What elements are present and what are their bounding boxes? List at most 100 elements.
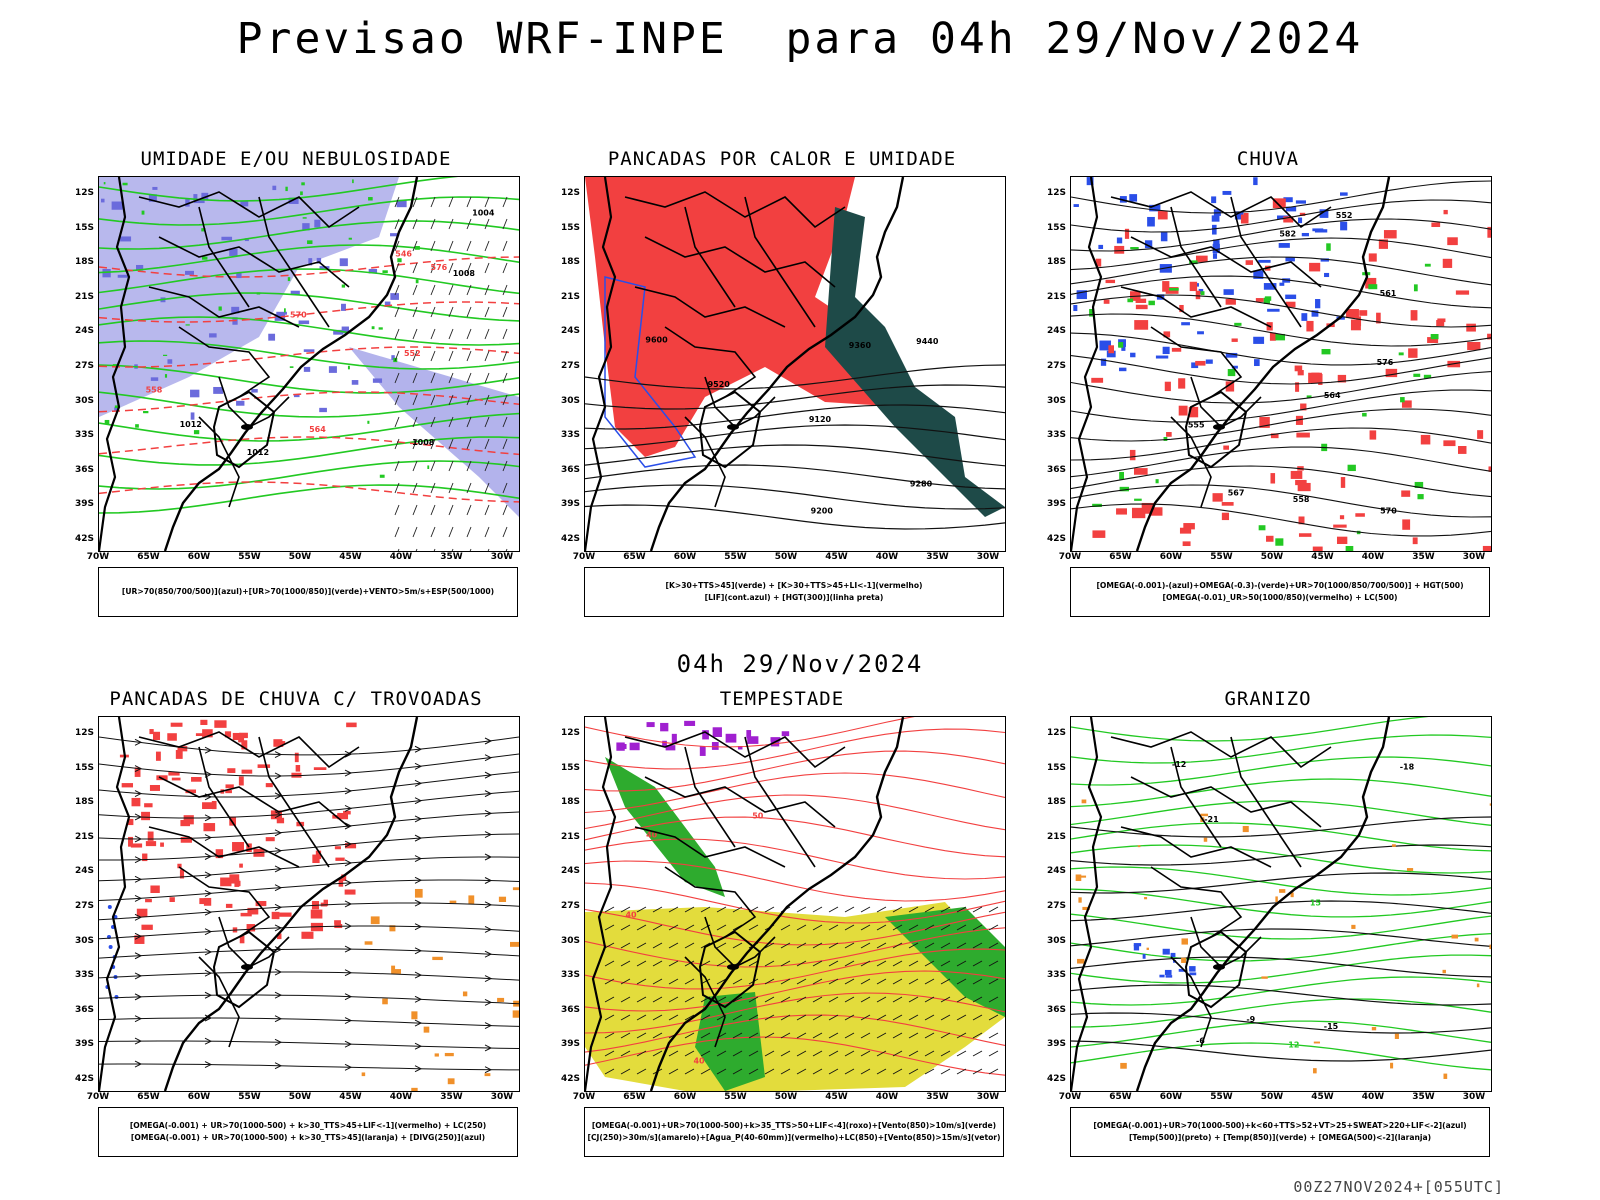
- field-patch: [1326, 243, 1331, 251]
- field-patch: [449, 900, 457, 904]
- field-patch: [209, 333, 217, 338]
- field-patch: [629, 742, 640, 751]
- field-patch: [241, 740, 248, 750]
- field-patch: [665, 745, 676, 751]
- wind-vector: [892, 924, 903, 931]
- contour-line: [585, 816, 1005, 858]
- wind-vector: [876, 996, 887, 1003]
- panel-pancadas-trovoadas: PANCADAS DE CHUVA C/ TROVOADAS 12S 15S 18S 2…: [66, 688, 526, 1168]
- field-patch: [1290, 892, 1294, 898]
- lon-tick-label: 70W: [1058, 552, 1082, 562]
- wind-vector: [828, 996, 839, 1003]
- map-legend: [OMEGA(-0.001)+UR>70(1000-500)+k>35_TTS>…: [584, 1107, 1004, 1157]
- wind-vector: [652, 1032, 663, 1039]
- lat-tick-label: 24S: [1046, 866, 1066, 877]
- wind-vector: [668, 942, 679, 949]
- lat-tick-label: 18S: [560, 257, 580, 268]
- lat-tick-label: 42S: [74, 1074, 94, 1084]
- wind-vector: [684, 942, 695, 949]
- wind-vector: [764, 1050, 775, 1057]
- field-patch: [1211, 196, 1217, 204]
- wind-vector: [732, 978, 743, 985]
- streamline-arrow: [414, 762, 423, 770]
- wind-vector: [430, 460, 436, 472]
- contour-line: [1071, 778, 1491, 808]
- field-patch: [1390, 1062, 1394, 1069]
- streamline-arrow: [414, 797, 423, 805]
- field-patch: [246, 843, 252, 853]
- wind-vector: [394, 284, 400, 296]
- field-patch: [102, 269, 111, 278]
- field-patch: [712, 727, 722, 737]
- wind-vector: [716, 996, 727, 1003]
- legend-line: [OMEGA(-0.01)_UR>50(1000/850)(vermelho) …: [1162, 593, 1398, 602]
- map-canvas: 582 576 570 567 564 561 558 555 552: [1071, 177, 1491, 551]
- field-patch: [1098, 244, 1104, 250]
- field-patch: [1118, 342, 1124, 348]
- field-patch: [1311, 372, 1320, 380]
- field-patch: [169, 897, 175, 902]
- east-coastline: [163, 177, 419, 551]
- streamline-arrow: [484, 809, 493, 817]
- lat-tick-label: 36S: [560, 464, 580, 475]
- wind-vector: [972, 924, 983, 931]
- wind-vector: [812, 942, 823, 949]
- wind-vector: [448, 262, 454, 274]
- field-patch: [1296, 432, 1310, 438]
- wind-vector: [764, 996, 775, 1003]
- field-patch: [341, 284, 346, 288]
- field-patch: [1221, 512, 1230, 521]
- lat-tick-label: 15S: [74, 762, 94, 773]
- field-patch: [1155, 355, 1169, 359]
- lat-tick-label: 33S: [1046, 430, 1066, 441]
- field-patch: [1169, 287, 1179, 291]
- contour-line: [1071, 872, 1491, 894]
- wind-vector: [484, 394, 490, 406]
- field-patch: [1212, 224, 1217, 235]
- field-patch: [1212, 243, 1220, 254]
- field-patch: [225, 790, 232, 794]
- state-border: [634, 286, 786, 328]
- field-patch: [145, 841, 157, 847]
- streamline: [99, 790, 519, 819]
- field-patch: [1129, 449, 1136, 461]
- wind-vector: [412, 240, 418, 252]
- contour-label: 558: [1293, 495, 1310, 504]
- field-patch: [1135, 304, 1148, 310]
- field-patch: [1189, 972, 1197, 976]
- wind-vector: [764, 1068, 775, 1075]
- field-patch: [1225, 381, 1235, 392]
- field-patch: [1489, 803, 1491, 806]
- country-border: [212, 390, 276, 469]
- field-patch: [202, 256, 208, 260]
- contour-line: [585, 1036, 1005, 1076]
- wind-vector: [908, 1050, 919, 1057]
- wind-vector: [502, 482, 508, 494]
- wind-vector: [487, 548, 490, 551]
- wind-vector: [812, 906, 823, 913]
- wind-vector: [764, 942, 775, 949]
- lat-tick-label: 27S: [1046, 901, 1066, 911]
- wind-vector: [466, 438, 472, 450]
- field-patch: [367, 420, 370, 424]
- wind-vector: [844, 924, 855, 931]
- field-patch: [302, 217, 307, 219]
- contour-label: 552: [404, 349, 421, 358]
- streamline-arrow: [414, 947, 423, 955]
- wind-vector: [466, 372, 472, 384]
- lon-tick-label: 30W: [1462, 552, 1486, 562]
- field-patch: [347, 365, 350, 370]
- field-patch: [1188, 406, 1199, 418]
- wind-vector: [668, 960, 679, 967]
- wind-vector: [466, 284, 472, 296]
- streamline-arrow: [414, 899, 423, 907]
- field-patch: [257, 764, 271, 768]
- wind-vector: [716, 960, 727, 967]
- field-patch: [1285, 301, 1296, 308]
- field-patch: [142, 853, 148, 862]
- lat-tick-label: 21S: [74, 831, 94, 842]
- field-patch: [1225, 352, 1238, 358]
- field-patch: [145, 898, 152, 903]
- field-patch: [1340, 221, 1348, 231]
- field-patch: [164, 374, 168, 378]
